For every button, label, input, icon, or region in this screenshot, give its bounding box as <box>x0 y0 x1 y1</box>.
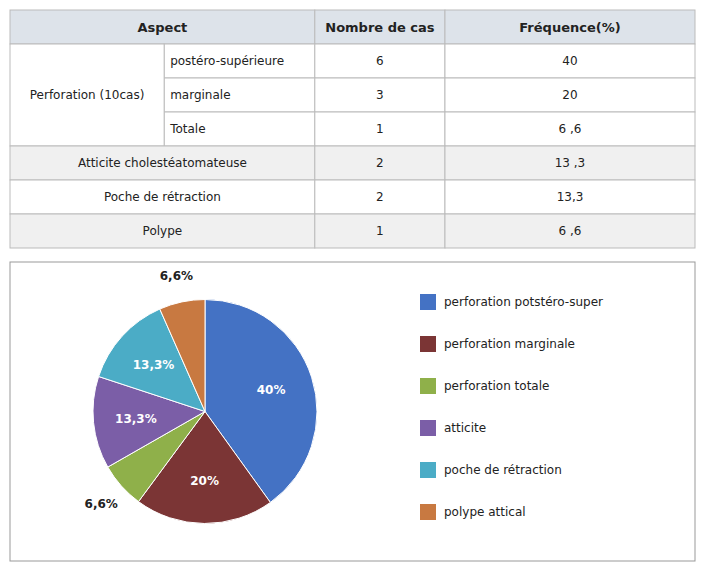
cell-label: Atticite cholestéatomateuse <box>78 156 247 170</box>
legend-label: perforation totale <box>444 379 549 393</box>
data-label: 6,6% <box>160 269 193 283</box>
table-cell <box>315 44 445 78</box>
header-cell <box>445 10 695 44</box>
cell-label: Totale <box>169 122 205 136</box>
cell-label: 40 <box>562 54 577 68</box>
cell-label: 20 <box>562 88 577 102</box>
legend-swatch <box>420 378 436 394</box>
cell-label: 3 <box>376 88 384 102</box>
legend-item: atticite <box>420 420 486 436</box>
table-cell <box>315 112 445 146</box>
cell-label: Perforation (10cas) <box>30 88 145 102</box>
header-label: Nombre de cas <box>325 20 435 35</box>
table-cell <box>10 214 315 248</box>
data-labels: 40% 20% 6,6% 13,3% 13,3% 6,6% <box>85 269 286 511</box>
pie <box>93 300 317 524</box>
header-label: Aspect <box>137 20 187 35</box>
legend-label: atticite <box>444 421 486 435</box>
cell-label: postéro-supérieure <box>170 54 284 68</box>
cell-label: marginale <box>170 88 230 102</box>
pie-slice <box>160 300 205 412</box>
legend-label: perforation potstéro-super <box>444 295 603 309</box>
data-label: 6,6% <box>85 497 118 511</box>
cell-label: 13,3 <box>557 190 584 204</box>
cell-label: Poche de rétraction <box>104 190 221 204</box>
table-cell <box>445 180 695 214</box>
legend-item: poche de rétraction <box>420 462 562 478</box>
table-cell <box>445 146 695 180</box>
header-cell <box>10 10 315 44</box>
legend-label: poche de rétraction <box>444 463 562 477</box>
data-label: 20% <box>190 474 219 488</box>
legend-swatch <box>420 294 436 310</box>
cell-label: 1 <box>376 224 384 238</box>
legend-swatch <box>420 462 436 478</box>
table-cell <box>315 146 445 180</box>
table-cell <box>164 44 315 78</box>
table-cell <box>445 112 695 146</box>
cell-label: 2 <box>376 190 384 204</box>
legend-item: polype attical <box>420 504 526 520</box>
data-label: 13,3% <box>133 358 175 372</box>
table-cell <box>164 112 315 146</box>
cell-label: 13 ,3 <box>555 156 586 170</box>
cell-label: 1 <box>376 122 384 136</box>
table-cell <box>315 214 445 248</box>
table: Aspect Nombre de cas Fréquence(%) postéro-s… <box>10 10 695 248</box>
cell-label: 2 <box>376 156 384 170</box>
header-label: Fréquence(%) <box>519 20 620 35</box>
data-label: 40% <box>257 383 286 397</box>
table-cell <box>315 180 445 214</box>
header-cell <box>315 10 445 44</box>
cell-label: 6 <box>376 54 384 68</box>
table-cell <box>10 44 164 146</box>
legend-item: perforation totale <box>420 378 549 394</box>
table-cell <box>10 180 315 214</box>
legend-swatch <box>420 504 436 520</box>
legend-label: perforation marginale <box>444 337 575 351</box>
figure: Aspect Nombre de cas Fréquence(%) postéro-s… <box>0 0 705 569</box>
cell-label: 6 ,6 <box>559 224 582 238</box>
legend: perforation potstéro-super perforation ma… <box>420 294 603 520</box>
table-cell <box>10 146 315 180</box>
chart-frame <box>10 262 695 561</box>
legend-label: polype attical <box>444 505 526 519</box>
data-label: 13,3% <box>115 412 157 426</box>
table-cell <box>445 214 695 248</box>
cell-label: 6 ,6 <box>559 122 582 136</box>
legend-swatch <box>420 336 436 352</box>
table-cell <box>445 78 695 112</box>
legend-swatch <box>420 420 436 436</box>
table-cell <box>164 78 315 112</box>
table-cell <box>315 78 445 112</box>
table-cell <box>445 44 695 78</box>
cell-label: Polype <box>143 224 183 238</box>
legend-item: perforation potstéro-super <box>420 294 603 310</box>
legend-item: perforation marginale <box>420 336 575 352</box>
